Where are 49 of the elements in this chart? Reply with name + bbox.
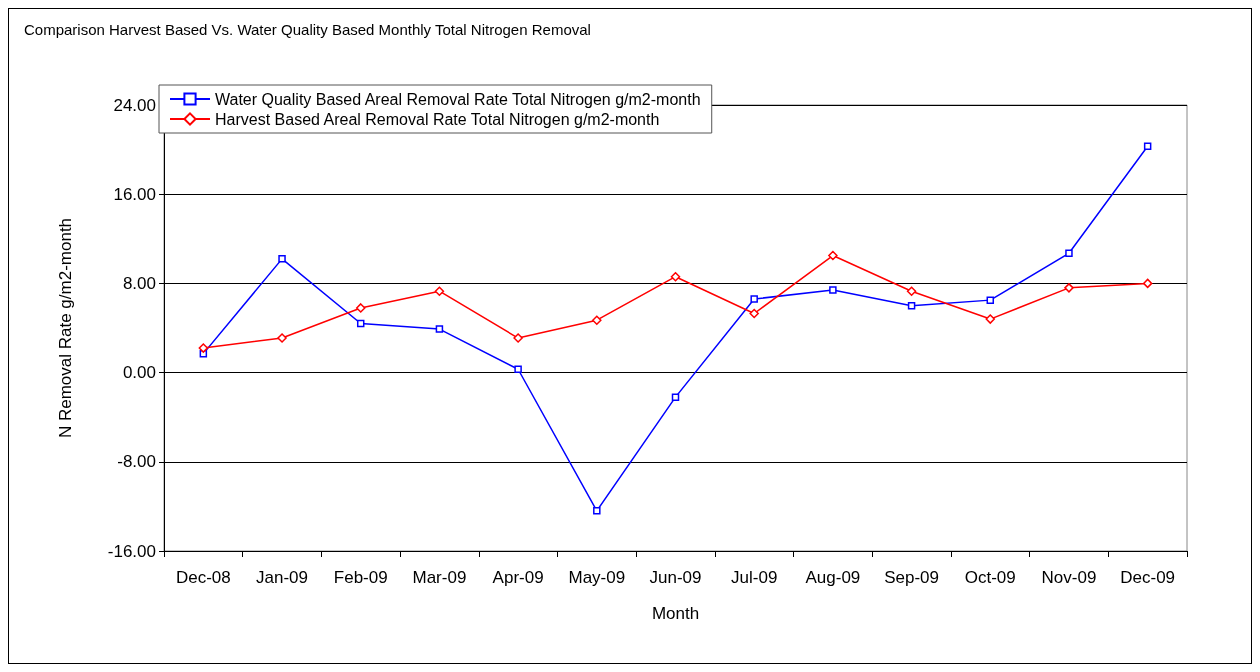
point: [750, 295, 758, 303]
y-tick-label: 16.00: [113, 184, 156, 204]
x-tick-label: Jan-09: [256, 568, 309, 587]
point: [828, 250, 838, 261]
x-tick-label: Jun-09: [649, 568, 702, 587]
y-tick-label: -16.00: [107, 541, 156, 561]
x-tick-label: Jul-09: [731, 568, 778, 587]
point: [1142, 278, 1153, 289]
point: [670, 271, 681, 282]
x-tick-label: Dec-09: [1120, 568, 1176, 587]
point: [198, 343, 209, 353]
y-axis-title: N Removal Rate g/m2-month: [56, 217, 75, 439]
point: [355, 303, 366, 313]
point: [749, 308, 759, 319]
point: [434, 286, 445, 296]
point: [671, 393, 680, 401]
point: [907, 301, 916, 310]
x-axis-title: Month: [651, 604, 700, 623]
x-tick-label: Feb-09: [333, 568, 388, 587]
point: [1143, 142, 1152, 151]
point: [356, 319, 365, 328]
x-tick-label: Sep-09: [884, 568, 939, 587]
point: [829, 286, 837, 294]
point: [593, 507, 601, 515]
point: [277, 333, 287, 343]
x-tick-label: Apr-09: [492, 568, 544, 587]
x-tick-label: Aug-09: [805, 568, 861, 587]
legend-label: Harvest Based Areal Removal Rate Total Nitrogen g/m2-month: [215, 110, 660, 128]
y-tick-label: -8.00: [117, 452, 156, 472]
x-tick-label: Dec-08: [175, 568, 231, 587]
x-tick-label: Mar-09: [412, 568, 467, 587]
point: [1064, 283, 1074, 293]
point: [435, 325, 444, 333]
point: [1065, 249, 1073, 258]
point: [592, 315, 602, 325]
x-tick-label: Nov-09: [1041, 568, 1097, 587]
x-tick-label: Oct-09: [964, 568, 1016, 587]
y-tick-label: 8.00: [122, 273, 156, 293]
x-tick-label: May-09: [568, 568, 626, 587]
point: [513, 333, 523, 343]
point: [906, 286, 917, 296]
y-tick-label: 0.00: [122, 363, 156, 383]
point: [986, 296, 995, 304]
legend-label: Water Quality Based Areal Removal Rate Total Nitrogen g/m2-month: [215, 90, 701, 108]
chart-title: Comparison Harvest Based Vs. Water Quality Based Monthly Total Nitrogen Removal: [24, 21, 591, 38]
point: [985, 314, 996, 324]
point: [514, 365, 522, 374]
y-tick-label: 24.00: [113, 95, 156, 115]
point: [278, 255, 286, 263]
